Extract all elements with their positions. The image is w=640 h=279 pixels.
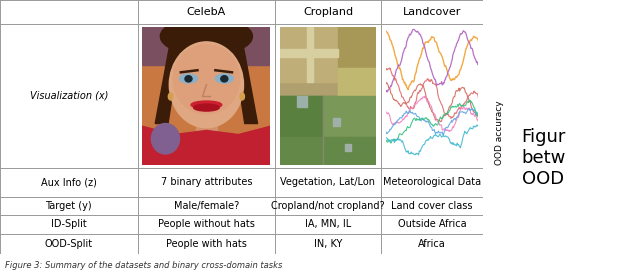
Ellipse shape: [168, 93, 173, 100]
Text: Target (y): Target (y): [45, 201, 92, 211]
Bar: [280, 49, 337, 57]
Bar: [280, 27, 376, 96]
Text: Cropland/not cropland?: Cropland/not cropland?: [271, 201, 385, 211]
Bar: [333, 118, 340, 126]
Ellipse shape: [191, 101, 221, 109]
Text: Visualization (x): Visualization (x): [29, 91, 108, 101]
Text: Figur
betw
OOD: Figur betw OOD: [522, 128, 566, 187]
Ellipse shape: [152, 124, 180, 154]
Text: Meteorological Data: Meteorological Data: [383, 177, 481, 187]
Text: Figure 3: Summary of the datasets and binary cross-domain tasks: Figure 3: Summary of the datasets and bi…: [5, 261, 282, 270]
Text: Outside Africa: Outside Africa: [397, 219, 467, 229]
Ellipse shape: [173, 45, 239, 114]
Ellipse shape: [240, 93, 244, 100]
Text: Aux Info (z): Aux Info (z): [41, 177, 97, 187]
Text: Landcover: Landcover: [403, 7, 461, 17]
Polygon shape: [156, 40, 181, 124]
Polygon shape: [143, 126, 270, 165]
Bar: [280, 137, 376, 165]
Bar: [337, 68, 376, 96]
Text: Male/female?: Male/female?: [174, 201, 239, 211]
Ellipse shape: [185, 76, 192, 82]
Text: Cropland: Cropland: [303, 7, 353, 17]
Ellipse shape: [194, 104, 219, 111]
Text: 7 binary attributes: 7 binary attributes: [161, 177, 252, 187]
Text: OOD-Split: OOD-Split: [45, 239, 93, 249]
Text: Land cover class: Land cover class: [391, 201, 473, 211]
Text: ID-Split: ID-Split: [51, 219, 86, 229]
Bar: [280, 27, 337, 82]
Text: Africa: Africa: [418, 239, 446, 249]
Ellipse shape: [221, 76, 228, 82]
Bar: [337, 27, 376, 68]
Text: CelebA: CelebA: [187, 7, 226, 17]
Bar: [307, 27, 313, 82]
Bar: [280, 96, 323, 137]
Ellipse shape: [161, 17, 252, 56]
Text: OOD accuracy: OOD accuracy: [495, 100, 504, 165]
Bar: [143, 27, 270, 65]
Polygon shape: [232, 40, 257, 124]
Bar: [280, 96, 376, 165]
Ellipse shape: [170, 42, 243, 128]
Bar: [298, 96, 307, 107]
Ellipse shape: [180, 74, 198, 83]
Bar: [323, 96, 376, 137]
Text: Vegetation, Lat/Lon: Vegetation, Lat/Lon: [280, 177, 376, 187]
Text: IN, KY: IN, KY: [314, 239, 342, 249]
Ellipse shape: [215, 74, 233, 83]
Bar: [196, 117, 216, 137]
Text: IA, MN, IL: IA, MN, IL: [305, 219, 351, 229]
Bar: [345, 144, 351, 151]
Text: People without hats: People without hats: [158, 219, 255, 229]
Text: People with hats: People with hats: [166, 239, 247, 249]
